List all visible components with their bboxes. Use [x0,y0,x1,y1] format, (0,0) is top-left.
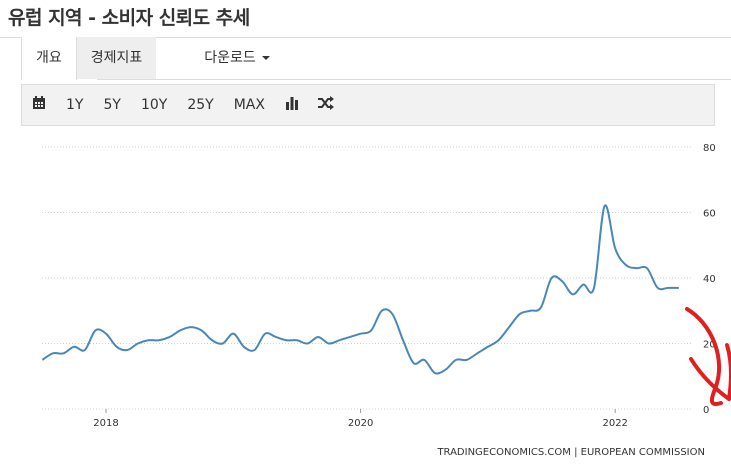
top-divider [0,37,731,38]
chart-toolbar: 1Y 5Y 10Y 25Y MAX [21,84,715,126]
calendar-icon[interactable] [22,96,56,114]
tab-divider [97,79,731,80]
tab-download-label: 다운로드 [204,50,256,66]
range-max-button[interactable]: MAX [233,97,265,113]
range-25y-button[interactable]: 25Y [187,97,214,113]
x-tick-label: 2018 [93,418,118,429]
range-1y-button[interactable]: 1Y [66,97,84,113]
bar-chart-icon[interactable] [275,96,309,114]
x-tick-label: 2022 [602,418,627,429]
source-credit: TRADINGECONOMICS.COM | EUROPEAN COMMISSI… [436,447,705,458]
line-chart: 0 20 40 60 80 2018 2020 2022 TRADINGECONOMICS.CO… [41,143,731,458]
shuffle-icon[interactable] [309,96,343,114]
tab-bar: 개요 경제지표 다운로드 [21,37,284,80]
y-tick-label: 20 [703,340,716,351]
annotation-arrow-head [689,357,731,401]
chart-area: 0 20 40 60 80 2018 2020 2022 TRADINGECONOMICS.CO… [21,127,731,472]
caret-down-icon [261,56,270,60]
annotation-arrow-tail [725,343,731,401]
y-tick-label: 80 [703,143,716,154]
y-tick-label: 60 [703,209,716,220]
y-tick-label: 40 [703,274,716,285]
tab-indicators[interactable]: 경제지표 [76,37,157,79]
x-tick-label: 2020 [348,418,373,429]
tab-overview[interactable]: 개요 [21,37,77,80]
tab-download[interactable]: 다운로드 [190,37,284,79]
range-10y-button[interactable]: 10Y [140,97,168,113]
page-title: 유럽 지역 - 소비자 신뢰도 추세 [8,7,250,29]
range-5y-button[interactable]: 5Y [103,97,121,113]
series-line [41,204,679,375]
y-tick-label: 0 [703,405,709,416]
